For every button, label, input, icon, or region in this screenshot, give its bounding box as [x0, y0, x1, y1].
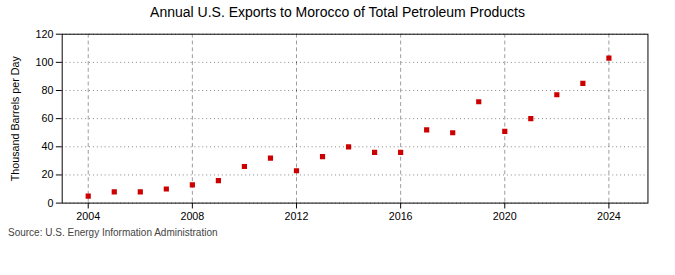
svg-text:2024: 2024 [597, 210, 621, 222]
svg-text:Thousand Barrels per Day: Thousand Barrels per Day [9, 55, 21, 181]
svg-text:2012: 2012 [285, 210, 309, 222]
svg-text:2008: 2008 [180, 210, 204, 222]
svg-text:100: 100 [36, 56, 54, 68]
svg-text:0: 0 [47, 197, 53, 209]
html-text:Source: U.S. Energy Informatio: Source: U.S. Energy Information Administ… [8, 227, 218, 238]
svg-text:120: 120 [36, 28, 54, 40]
svg-text:80: 80 [41, 84, 53, 96]
html-text:Annual U.S. Exports to Morocco: Annual U.S. Exports to Morocco of Total … [150, 4, 525, 20]
svg-text:2016: 2016 [389, 210, 413, 222]
svg-text:40: 40 [41, 140, 53, 152]
svg-text:2004: 2004 [76, 210, 100, 222]
svg-text:20: 20 [41, 168, 53, 180]
svg-text:60: 60 [41, 112, 53, 124]
svg-text:2020: 2020 [493, 210, 517, 222]
